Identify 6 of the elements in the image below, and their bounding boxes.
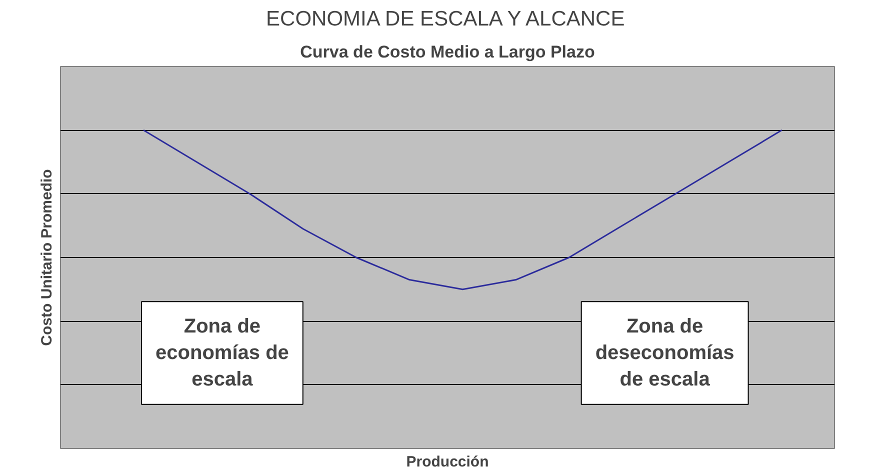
x-axis-title: Producción bbox=[406, 454, 489, 470]
chart-subtitle: Curva de Costo Medio a Largo Plazo bbox=[300, 42, 595, 62]
annotation: Zona de economías de escala bbox=[156, 316, 289, 390]
annotation: Zona de deseconomías de escala bbox=[595, 316, 734, 390]
y-axis-title: Costo Unitario Promedio bbox=[38, 169, 56, 346]
chart-title: ECONOMIA DE ESCALA Y ALCANCE bbox=[266, 8, 625, 30]
